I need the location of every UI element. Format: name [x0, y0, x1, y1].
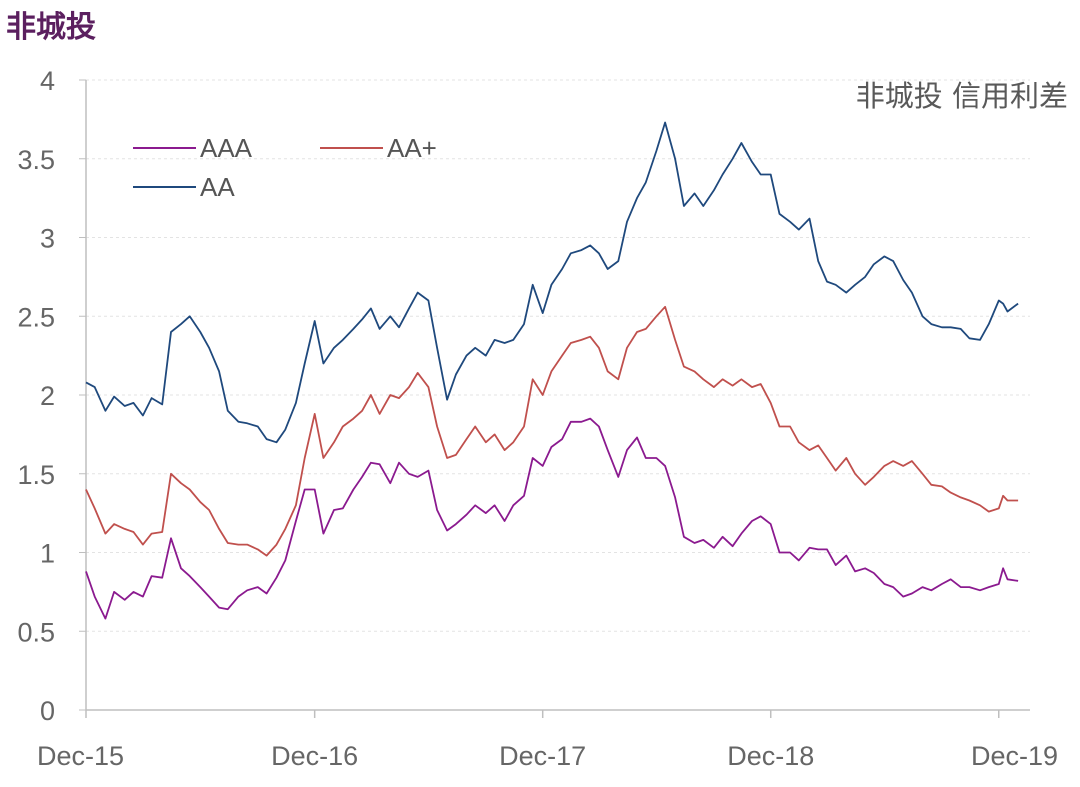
y-tick-label: 1.5 [17, 460, 55, 490]
y-tick-label: 3.5 [17, 145, 55, 175]
y-tick-label: 2 [40, 381, 55, 411]
y-tick-label: 3 [40, 224, 55, 254]
legend-label: AAA [200, 133, 253, 163]
legend: AAA AA+ AA [133, 133, 437, 202]
page-title: 非城投 [6, 10, 96, 45]
y-axis-ticks: 0 0.5 1 1.5 2 2.5 3 3.5 4 [17, 66, 86, 726]
y-tick-label: 2.5 [17, 302, 55, 332]
series-line-aaa [85, 417, 1019, 620]
series-line-aa-plus [85, 305, 1019, 557]
y-tick-label: 0 [40, 696, 55, 726]
y-tick-label: 4 [40, 66, 55, 96]
series-line-aa [85, 121, 1019, 444]
x-tick-label: Dec-15 [37, 741, 124, 771]
x-axis-ticks: Dec-15 Dec-16 Dec-17 Dec-18 Dec-19 [37, 710, 1058, 771]
y-tick-label: 0.5 [17, 617, 55, 647]
legend-label: AA [200, 172, 235, 202]
y-tick-label: 1 [40, 539, 55, 569]
x-tick-label: Dec-17 [499, 741, 586, 771]
series-lines [85, 121, 1019, 620]
x-tick-label: Dec-18 [727, 741, 814, 771]
grid-lines [86, 79, 1030, 632]
legend-label: AA+ [387, 133, 437, 163]
x-tick-label: Dec-16 [271, 741, 358, 771]
chart-title: 非城投 信用利差 [856, 79, 1068, 113]
x-tick-label: Dec-19 [971, 741, 1058, 771]
